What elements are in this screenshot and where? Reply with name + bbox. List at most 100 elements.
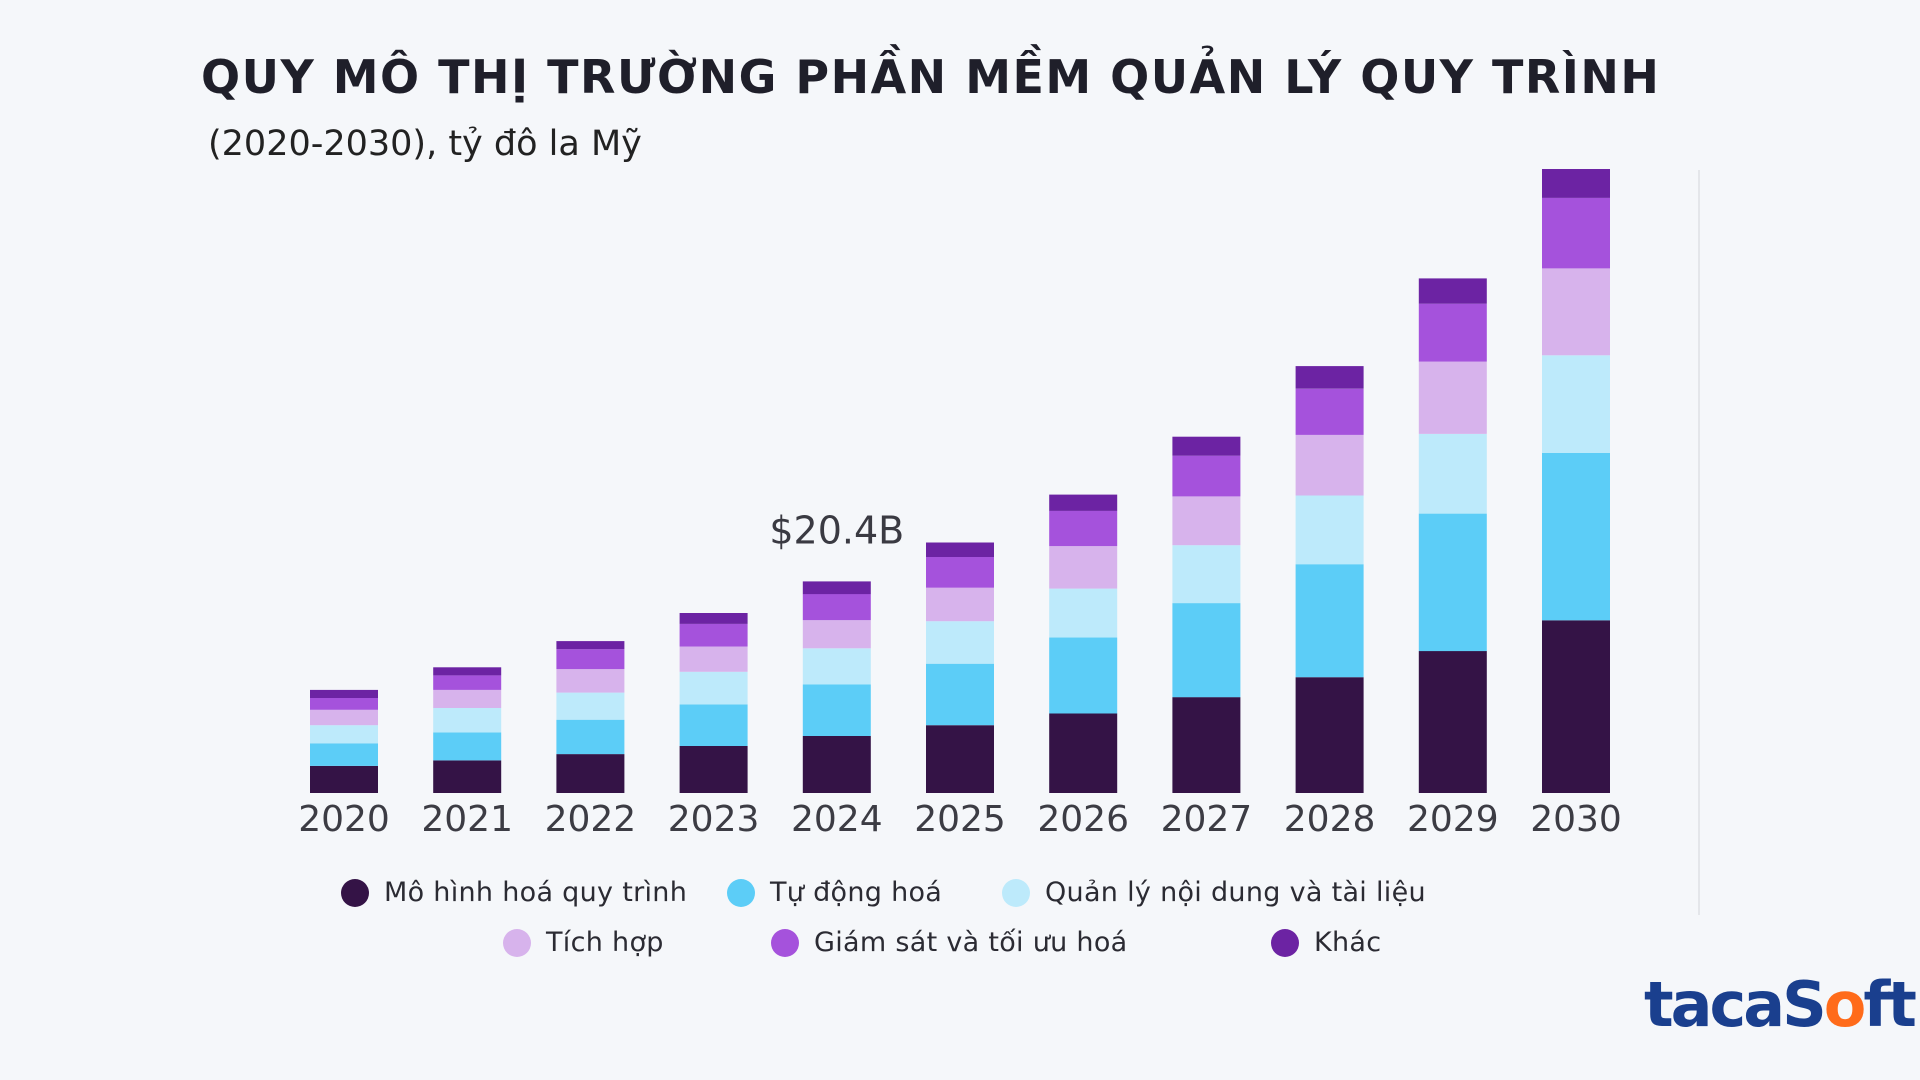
legend-swatch-content-management [1002, 878, 1030, 907]
bar-segment-2023-s2 [679, 671, 748, 705]
chart-subtitle: (2020-2030), tỷ đô la Mỹ [208, 124, 642, 164]
x-tick-label-2029: 2029 [1407, 799, 1499, 840]
bar-segment-2022-s3 [556, 669, 625, 693]
x-tick-label-2020: 2020 [298, 799, 390, 840]
legend-label-other: Khác [1314, 927, 1382, 958]
legend-item-content-management[interactable]: Quản lý nội dung và tài liệu [1002, 877, 1426, 908]
bar-segment-2026-s2 [1049, 588, 1118, 638]
legend-label-monitoring: Giám sát và tối ưu hoá [814, 927, 1128, 958]
bar-segment-2022-s2 [556, 692, 625, 720]
bar-segment-2028-s5 [1295, 366, 1364, 389]
x-tick-label-2030: 2030 [1530, 799, 1622, 840]
bar-segment-2022-s1 [556, 719, 625, 755]
bar-segment-2022-s0 [556, 754, 625, 793]
bar-segment-2029-s5 [1418, 278, 1487, 304]
legend-item-integration[interactable]: Tích hợp [503, 927, 664, 958]
x-tick-label-2028: 2028 [1284, 799, 1376, 840]
bar-segment-2020-s4 [310, 698, 378, 710]
bar-segment-2025-s3 [926, 587, 994, 622]
bar-segment-2025-s4 [926, 557, 994, 588]
tacasoft-logo: tacaSoft [1644, 968, 1917, 1041]
bar-segment-2020-s0 [310, 765, 378, 793]
legend-swatch-monitoring [771, 928, 799, 957]
legend-swatch-integration [503, 928, 531, 957]
bar-segment-2023-s4 [679, 623, 748, 647]
legend-item-process-modeling[interactable]: Mô hình hoá quy trình [341, 877, 687, 908]
bar-segment-2027-s1 [1172, 603, 1241, 698]
bar-segment-2024-s5 [802, 581, 871, 595]
bar-segment-2020-s1 [310, 743, 378, 766]
bar-segment-2020-s2 [310, 725, 378, 744]
bar-segment-2022-s4 [556, 649, 625, 670]
legend-swatch-process-modeling [341, 878, 369, 907]
bar-segment-2029-s2 [1418, 434, 1487, 514]
legend-swatch-automation [727, 878, 755, 907]
bar-segment-2023-s1 [679, 704, 748, 746]
bar-segment-2020-s5 [310, 689, 378, 698]
legend-label-content-management: Quản lý nội dung và tài liệu [1045, 877, 1426, 908]
bar-segment-2030-s2 [1542, 355, 1610, 453]
bar-segment-2027-s3 [1172, 496, 1241, 546]
legend-item-automation[interactable]: Tự động hoá [727, 877, 942, 908]
bar-segment-2028-s0 [1295, 677, 1364, 793]
bar-segment-2027-s5 [1172, 436, 1241, 456]
x-tick-label-2021: 2021 [421, 799, 513, 840]
bar-segment-2026-s4 [1049, 510, 1118, 547]
bar-segment-2023-s3 [679, 646, 748, 672]
bar-segment-2022-s5 [556, 641, 625, 650]
bar-segment-2024-s4 [802, 594, 871, 621]
bar-segment-2021-s0 [433, 760, 502, 793]
bar-segment-2028-s3 [1295, 434, 1364, 496]
logo-text-end: ft [1863, 968, 1917, 1041]
bar-segment-2025-s1 [926, 663, 994, 726]
bar-segment-2026-s3 [1049, 546, 1118, 589]
bar-segment-2029-s4 [1418, 303, 1487, 362]
bar-segment-2024-s1 [802, 684, 871, 736]
logo-text-accent: o [1823, 968, 1867, 1041]
legend-label-automation: Tự động hoá [770, 877, 943, 908]
bar-segment-2030-s5 [1542, 169, 1610, 198]
bar-segment-2030-s0 [1542, 620, 1610, 793]
bar-segment-2027-s4 [1172, 455, 1241, 497]
bar-segment-2020-s3 [310, 709, 378, 726]
bar-segment-2021-s4 [433, 675, 502, 690]
legend-swatch-other [1271, 928, 1299, 957]
legend-label-process-modeling: Mô hình hoá quy trình [384, 877, 688, 908]
x-tick-label-2024: 2024 [791, 799, 883, 840]
bar-segment-2023-s0 [679, 746, 748, 793]
x-tick-label-2023: 2023 [668, 799, 760, 840]
x-tick-label-2025: 2025 [914, 799, 1006, 840]
bar-segment-2023-s5 [679, 613, 748, 624]
bar-segment-2024-s3 [802, 620, 871, 649]
bar-segment-2021-s2 [433, 708, 502, 733]
x-tick-label-2022: 2022 [545, 799, 637, 840]
bar-segment-2024-s2 [802, 648, 871, 685]
bar-segment-2029-s1 [1418, 513, 1487, 652]
x-tick-label-2026: 2026 [1037, 799, 1129, 840]
bar-segment-2021-s1 [433, 732, 502, 761]
bar-segment-2025-s0 [926, 725, 994, 793]
chart-title: QUY MÔ THỊ TRƯỜNG PHẦN MỀM QUẢN LÝ QUY T… [201, 50, 1661, 104]
bar-segment-2030-s3 [1542, 268, 1610, 356]
logo-text-main: tacaS [1644, 968, 1827, 1041]
bar-segment-2028-s1 [1295, 564, 1364, 678]
bar-segment-2028-s4 [1295, 388, 1364, 435]
bar-segment-2025-s5 [926, 542, 994, 557]
legend-item-monitoring[interactable]: Giám sát và tối ưu hoá [771, 927, 1128, 958]
legend-item-other[interactable]: Khác [1271, 927, 1381, 958]
bar-segment-2026-s1 [1049, 637, 1118, 714]
bar-segment-2021-s5 [433, 667, 502, 676]
bar-segment-2021-s3 [433, 689, 502, 708]
bar-segment-2030-s1 [1542, 453, 1610, 621]
bar-segment-2026-s0 [1049, 713, 1118, 793]
legend-label-integration: Tích hợp [546, 927, 664, 958]
vertical-divider [1698, 170, 1700, 915]
bar-segment-2024-s0 [802, 736, 871, 793]
bar-segment-2030-s4 [1542, 197, 1610, 269]
bar-segment-2025-s2 [926, 621, 994, 664]
bar-segment-2027-s2 [1172, 545, 1241, 604]
bar-segment-2028-s2 [1295, 495, 1364, 565]
